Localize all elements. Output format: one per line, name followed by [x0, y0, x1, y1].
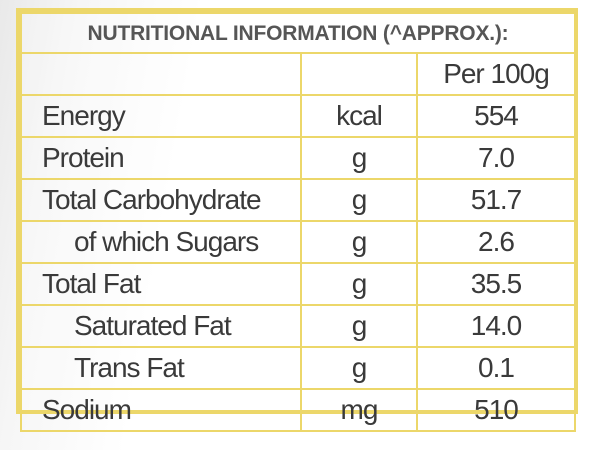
nutrient-name: Total Carbohydrate — [20, 178, 302, 222]
nutrient-unit: kcal — [300, 94, 418, 138]
nutrient-value: 14.0 — [415, 304, 577, 348]
table-row: Sodium mg 510 — [20, 388, 577, 432]
table-row: Trans Fat g 0.1 — [20, 346, 577, 390]
nutrient-value: 554 — [415, 94, 577, 138]
nutrient-unit: g — [300, 262, 418, 306]
nutrient-unit: g — [300, 304, 418, 348]
table-row: of which Sugars g 2.6 — [20, 220, 577, 264]
header-name-cell — [20, 52, 302, 96]
table-title: NUTRITIONAL INFORMATION (^APPROX.): — [19, 12, 577, 54]
table-row: Saturated Fat g 14.0 — [20, 304, 577, 348]
nutrient-value: 2.6 — [415, 220, 577, 264]
nutrient-name: Total Fat — [20, 262, 302, 306]
nutrition-label-panel: NUTRITIONAL INFORMATION (^APPROX.): Per … — [16, 8, 578, 432]
nutrient-unit: g — [300, 178, 418, 222]
nutrition-table: NUTRITIONAL INFORMATION (^APPROX.): Per … — [19, 12, 577, 432]
nutrient-unit: g — [300, 136, 418, 180]
table-row: Total Carbohydrate g 51.7 — [20, 178, 577, 222]
nutrient-unit: g — [300, 220, 418, 264]
nutrient-name: of which Sugars — [20, 220, 302, 264]
nutrient-unit: mg — [300, 388, 418, 432]
nutrient-unit: g — [300, 346, 418, 390]
nutrient-name: Energy — [20, 94, 302, 138]
nutrition-table-body: NUTRITIONAL INFORMATION (^APPROX.): Per … — [19, 12, 577, 432]
nutrient-name: Sodium — [20, 388, 302, 432]
header-per-100g: Per 100g — [415, 52, 577, 96]
nutrient-name: Protein — [20, 136, 302, 180]
column-header-row: Per 100g — [20, 52, 577, 96]
nutrient-name: Trans Fat — [20, 346, 302, 390]
nutrient-value: 35.5 — [415, 262, 577, 306]
header-unit-cell — [300, 52, 418, 96]
nutrient-value: 510 — [415, 388, 577, 432]
table-row: Protein g 7.0 — [20, 136, 577, 180]
nutrient-name: Saturated Fat — [20, 304, 302, 348]
nutrient-value: 7.0 — [415, 136, 577, 180]
nutrient-value: 51.7 — [415, 178, 577, 222]
nutrient-value: 0.1 — [415, 346, 577, 390]
title-row: NUTRITIONAL INFORMATION (^APPROX.): — [19, 12, 577, 54]
table-row: Energy kcal 554 — [20, 94, 577, 138]
table-row: Total Fat g 35.5 — [20, 262, 577, 306]
